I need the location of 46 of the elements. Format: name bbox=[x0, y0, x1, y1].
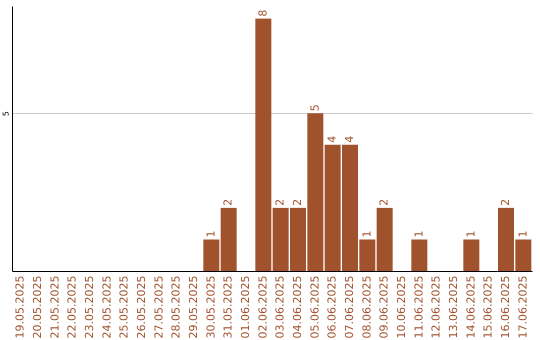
x-tick-label: 06.06.2025 bbox=[326, 276, 339, 338]
data-label: 2 bbox=[274, 198, 287, 206]
x-tick-label: 20.05.2025 bbox=[31, 276, 44, 338]
x-tick-label: 23.05.2025 bbox=[83, 276, 96, 338]
data-label: 4 bbox=[326, 136, 339, 143]
x-tick-label: 07.06.2025 bbox=[343, 276, 356, 338]
x-tick-label: 02.06.2025 bbox=[256, 276, 270, 338]
data-label: 2 bbox=[378, 198, 391, 206]
x-tick-label: 03.06.2025 bbox=[274, 276, 287, 338]
x-tick-label: 11.06.2025 bbox=[412, 276, 426, 338]
x-tick-label: 12.06.2025 bbox=[430, 276, 443, 338]
x-tick-label: 04.06.2025 bbox=[291, 276, 304, 338]
data-label: 1 bbox=[360, 230, 374, 238]
x-tick-label: 10.06.2025 bbox=[395, 276, 408, 338]
data-label: 2 bbox=[222, 198, 235, 206]
x-tick-label: 08.06.2025 bbox=[360, 276, 374, 338]
x-tick-label: 19.05.2025 bbox=[14, 276, 27, 338]
x-tick-label: 24.05.2025 bbox=[100, 276, 114, 338]
bar bbox=[463, 239, 480, 271]
x-tick-label: 01.06.2025 bbox=[239, 276, 252, 338]
data-label: 2 bbox=[291, 198, 304, 206]
x-tick-label: 17.06.2025 bbox=[516, 276, 530, 338]
bar bbox=[411, 239, 428, 271]
x-tick-label: 16.06.2025 bbox=[499, 276, 512, 338]
data-label: 1 bbox=[412, 230, 426, 238]
x-tick-label: 09.06.2025 bbox=[378, 276, 391, 338]
x-tick-label: 13.06.2025 bbox=[447, 276, 460, 338]
data-label: 5 bbox=[308, 104, 322, 112]
x-tick-label: 31.05.2025 bbox=[222, 276, 235, 338]
x-tick-label: 25.05.2025 bbox=[118, 276, 131, 338]
data-label: 1 bbox=[464, 230, 478, 238]
data-label: 1 bbox=[204, 230, 218, 238]
data-label: 2 bbox=[499, 198, 512, 206]
x-tick-label: 28.05.2025 bbox=[170, 276, 183, 338]
x-tick-label: 05.06.2025 bbox=[308, 276, 322, 338]
data-label: 4 bbox=[343, 136, 356, 143]
x-tick-label: 30.05.2025 bbox=[204, 276, 218, 338]
x-tick-label: 21.05.2025 bbox=[48, 276, 62, 338]
x-tick-label: 14.06.2025 bbox=[464, 276, 478, 338]
x-tick-label: 27.05.2025 bbox=[152, 276, 166, 338]
x-tick-label: 22.05.2025 bbox=[66, 276, 79, 338]
x-tick-label: 26.05.2025 bbox=[135, 276, 148, 338]
data-label: 1 bbox=[516, 230, 530, 238]
x-tick-label: 29.05.2025 bbox=[187, 276, 200, 338]
x-tick-label: 15.06.2025 bbox=[482, 276, 495, 338]
data-label: 8 bbox=[256, 10, 270, 17]
